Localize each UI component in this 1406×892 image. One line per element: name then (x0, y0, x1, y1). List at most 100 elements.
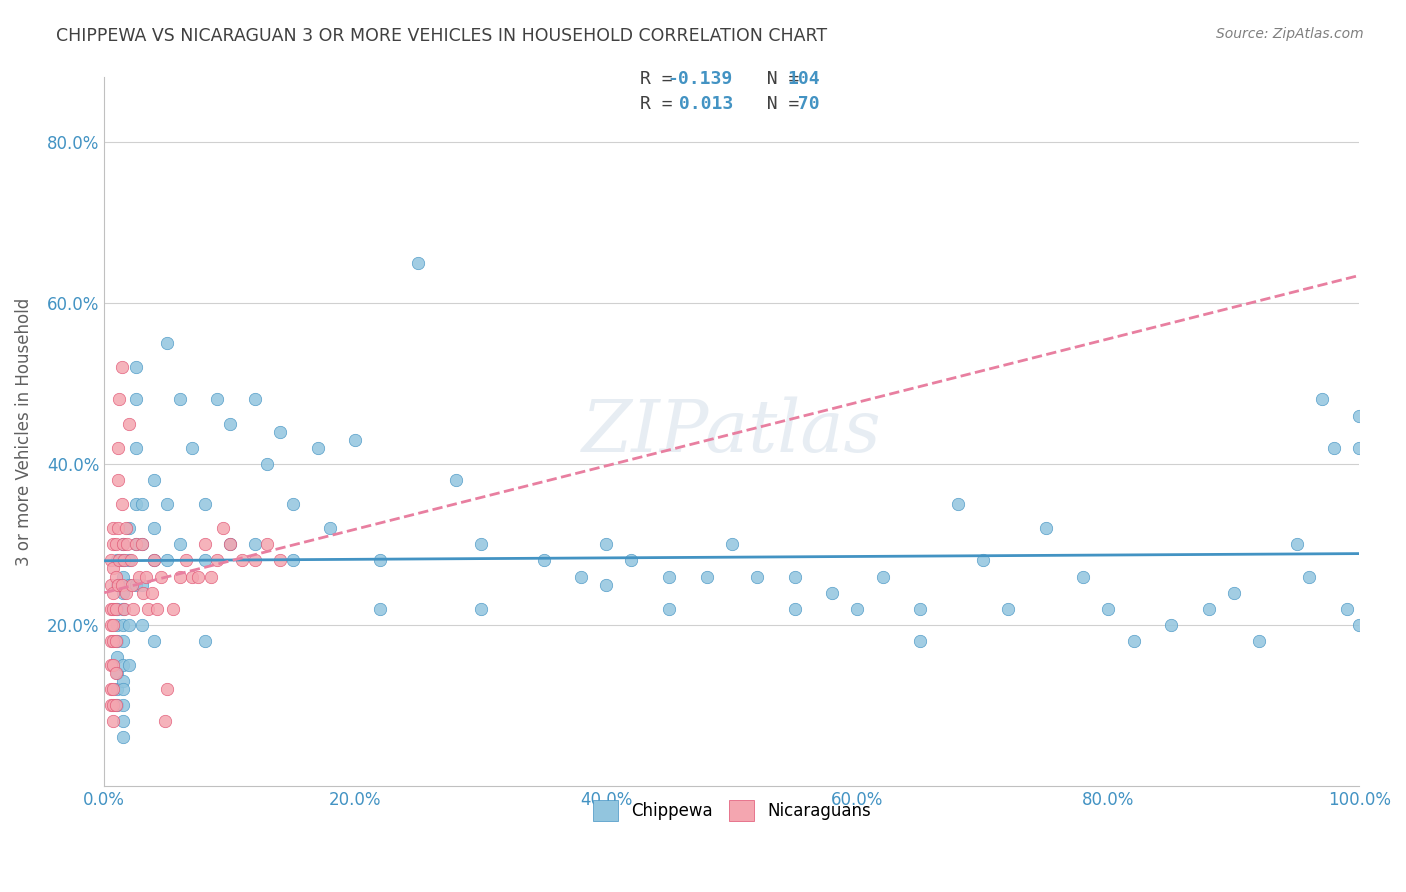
Point (105, 650, 128, 665)
Point (104, 537, 127, 551)
Text: Source: ZipAtlas.com: Source: ZipAtlas.com (1216, 27, 1364, 41)
Point (169, 569, 191, 583)
Point (1310, 392, 1333, 407)
Point (101, 658, 124, 673)
Point (783, 601, 806, 615)
Point (101, 537, 124, 551)
Point (112, 553, 135, 567)
Point (783, 569, 806, 583)
Point (194, 497, 217, 511)
Point (118, 577, 141, 591)
Point (1298, 569, 1320, 583)
Point (281, 497, 304, 511)
Point (281, 553, 304, 567)
Point (107, 521, 129, 535)
Point (1223, 585, 1246, 599)
Point (821, 585, 844, 599)
Point (107, 577, 129, 591)
Text: 70: 70 (787, 95, 820, 113)
Point (1035, 521, 1057, 535)
Point (112, 585, 135, 599)
Point (162, 601, 184, 615)
Point (111, 577, 134, 591)
Point (169, 392, 191, 407)
Point (156, 336, 179, 351)
Point (112, 674, 135, 689)
Point (101, 601, 124, 615)
Point (444, 473, 467, 487)
Point (143, 473, 166, 487)
Point (181, 441, 204, 455)
Point (124, 441, 146, 455)
Point (256, 537, 278, 551)
Point (101, 561, 124, 575)
Point (406, 255, 429, 269)
Text: 0.013: 0.013 (668, 95, 733, 113)
Point (153, 714, 176, 729)
Point (146, 601, 169, 615)
Point (243, 537, 266, 551)
Point (143, 633, 166, 648)
Point (101, 698, 124, 713)
Point (218, 537, 240, 551)
Point (100, 698, 122, 713)
Text: CHIPPEWA VS NICARAGUAN 3 OR MORE VEHICLES IN HOUSEHOLD CORRELATION CHART: CHIPPEWA VS NICARAGUAN 3 OR MORE VEHICLE… (56, 27, 827, 45)
Point (100, 633, 122, 648)
Point (136, 601, 159, 615)
Point (107, 441, 129, 455)
Point (112, 537, 135, 551)
Point (143, 553, 166, 567)
Point (112, 553, 135, 567)
Point (745, 569, 768, 583)
Point (121, 577, 143, 591)
Text: N =: N = (745, 95, 810, 113)
Point (112, 537, 135, 551)
Point (112, 698, 135, 713)
Point (124, 537, 146, 551)
Point (124, 537, 146, 551)
Point (131, 537, 153, 551)
Point (108, 553, 131, 567)
Point (269, 425, 291, 439)
Point (115, 537, 138, 551)
Point (156, 497, 179, 511)
Point (370, 601, 392, 615)
Point (1097, 601, 1119, 615)
Point (101, 682, 124, 697)
Point (104, 698, 127, 713)
Point (101, 617, 124, 632)
Point (194, 553, 217, 567)
Point (105, 601, 128, 615)
Point (595, 577, 617, 591)
Point (181, 569, 204, 583)
Point (104, 569, 127, 583)
Point (307, 441, 329, 455)
Point (908, 601, 931, 615)
Point (101, 585, 124, 599)
Point (104, 666, 127, 681)
Point (112, 682, 135, 697)
Point (100, 553, 122, 567)
Point (118, 417, 141, 431)
Point (118, 658, 141, 673)
Point (470, 537, 492, 551)
Point (1122, 633, 1144, 648)
Point (100, 658, 122, 673)
Point (972, 553, 994, 567)
Point (200, 569, 222, 583)
Point (111, 497, 134, 511)
Point (1160, 617, 1182, 632)
Point (132, 585, 155, 599)
Point (156, 682, 179, 697)
Point (595, 537, 617, 551)
Text: -0.139: -0.139 (668, 70, 733, 87)
Point (218, 537, 240, 551)
Point (696, 569, 718, 583)
Point (997, 601, 1019, 615)
Point (100, 682, 122, 697)
Point (1348, 409, 1371, 423)
Point (114, 585, 136, 599)
Point (124, 392, 146, 407)
Legend: Chippewa, Nicaraguans: Chippewa, Nicaraguans (579, 787, 884, 834)
Point (120, 553, 142, 567)
